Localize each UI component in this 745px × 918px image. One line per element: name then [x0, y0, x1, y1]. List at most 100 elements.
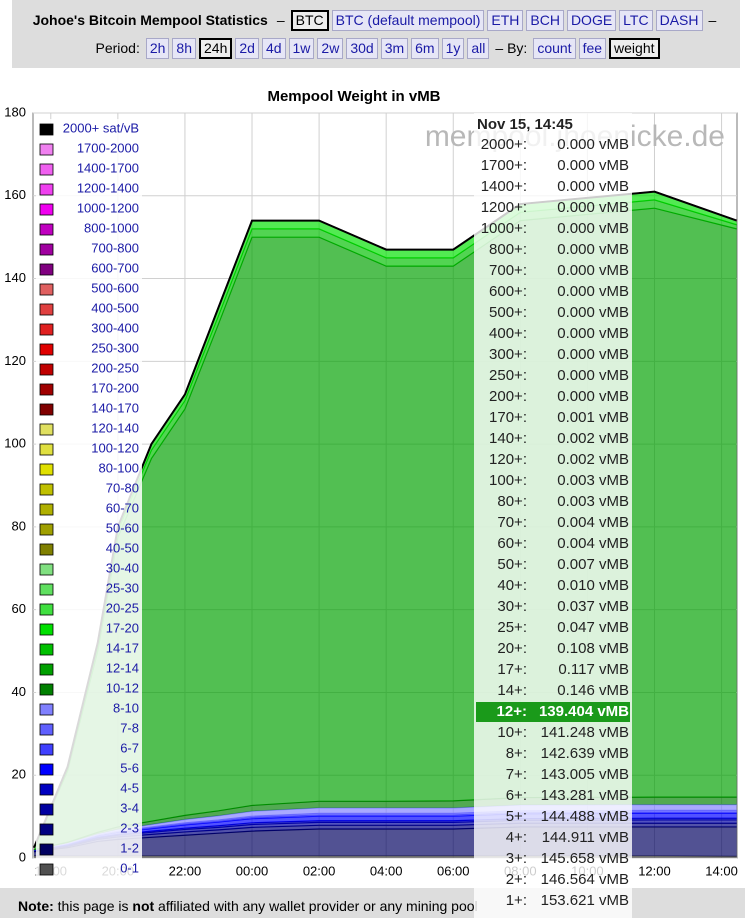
x-tick-label: 14:00 — [705, 863, 738, 878]
tooltip-box — [474, 113, 632, 918]
x-tick-label: 04:00 — [370, 863, 403, 878]
coins-button[interactable]: LTC — [619, 9, 653, 31]
tooltip-value: 143.005 vMB — [541, 766, 629, 783]
legend-label: 10-12 — [106, 680, 139, 695]
legend-swatch — [39, 383, 54, 396]
tooltip-label: 70+: — [497, 514, 527, 531]
coins-button[interactable]: BTC (default mempool) — [331, 9, 485, 31]
tooltip-value: 0.000 vMB — [557, 262, 629, 279]
tooltip-label: 4+: — [506, 829, 527, 846]
legend-label: 600-700 — [91, 260, 139, 275]
tooltip-label: 2+: — [506, 871, 527, 888]
periods-button[interactable]: 8h — [172, 37, 196, 59]
legend-label: 50-60 — [106, 520, 139, 535]
legend-swatch — [39, 143, 54, 156]
tooltip-value: 0.010 vMB — [557, 577, 629, 594]
tooltip-value: 0.000 vMB — [557, 157, 629, 174]
period-row: Period: 2h 8h 24h 2d 4d 1w 2w 30d 3m 6m 1y all – By: c… — [12, 37, 740, 59]
tooltip-value: 0.003 vMB — [557, 493, 629, 510]
legend-swatch — [39, 303, 54, 316]
legend-label: 40-50 — [106, 540, 139, 555]
legend-swatch — [39, 723, 54, 736]
x-tick-label: 22:00 — [169, 863, 202, 878]
tooltip-value: 0.000 vMB — [557, 367, 629, 384]
tooltip-value: 0.108 vMB — [557, 640, 629, 657]
periods-button[interactable]: 2d — [235, 37, 259, 59]
periods-button[interactable]: 4d — [261, 37, 286, 59]
tooltip-label: 30+: — [497, 598, 527, 615]
coins-button[interactable]: DASH — [655, 9, 703, 31]
legend-swatch — [39, 203, 54, 216]
legend-label: 800-1000 — [84, 220, 139, 235]
tooltip-value: 0.004 vMB — [557, 535, 629, 552]
tooltip-label: 14+: — [497, 682, 527, 699]
legend-label: 17-20 — [106, 620, 139, 635]
y-tick-label: 40 — [12, 684, 26, 699]
legend-label: 12-14 — [106, 660, 139, 675]
legend-label: 700-800 — [91, 240, 139, 255]
area — [34, 804, 737, 850]
legend-label: 20-25 — [106, 600, 139, 615]
tooltip-value: 0.002 vMB — [557, 430, 629, 447]
legend-label: 500-600 — [91, 280, 139, 295]
legend-swatch — [39, 803, 54, 816]
legend-label: 70-80 — [106, 480, 139, 495]
legend-label: 7-8 — [120, 720, 139, 735]
tooltip-label: 10+: — [497, 724, 527, 741]
tooltip-value: 142.639 vMB — [541, 745, 629, 762]
separator: – — [276, 12, 285, 28]
periods-button[interactable]: 2w — [317, 37, 344, 59]
tooltip-label: 1000+: — [481, 220, 527, 237]
tooltip-value: 0.000 vMB — [557, 388, 629, 405]
periods-button[interactable]: 6m — [411, 37, 439, 59]
legend-label: 1000-1200 — [77, 200, 139, 215]
periods-button[interactable]: 2h — [145, 37, 170, 59]
legend-label: 2-3 — [120, 820, 139, 835]
tooltip-label: 400+: — [489, 325, 527, 342]
legend-swatch — [39, 403, 54, 416]
periods-button[interactable]: 24h — [199, 37, 233, 59]
tooltip-value: 141.248 vMB — [541, 724, 629, 741]
legend-swatch — [39, 763, 54, 776]
tooltip-label: 170+: — [489, 409, 527, 426]
periods-button[interactable]: 1y — [441, 37, 465, 59]
header: Johoe's Bitcoin Mempool Statistics – BTC BT… — [12, 0, 740, 68]
tooltip-label: 5+: — [506, 808, 527, 825]
y-tick-label: 120 — [4, 353, 26, 368]
by-button[interactable]: count — [533, 37, 576, 59]
tooltip-value: 144.488 vMB — [541, 808, 629, 825]
area — [34, 823, 737, 852]
tooltip-label: 700+: — [489, 262, 527, 279]
legend-swatch — [39, 123, 54, 136]
tooltip-value: 0.000 vMB — [557, 199, 629, 216]
page-title: Johoe's Bitcoin Mempool Statistics — [32, 12, 268, 28]
coins-button[interactable]: ETH — [487, 9, 524, 31]
legend-swatch — [39, 823, 54, 836]
legend-swatch — [39, 183, 54, 196]
periods-button[interactable]: all — [467, 37, 490, 59]
coins-button[interactable]: DOGE — [566, 9, 617, 31]
legend-swatch — [39, 563, 54, 576]
legend-swatch — [39, 483, 54, 496]
legend-label: 400-500 — [91, 300, 139, 315]
periods-button[interactable]: 30d — [346, 37, 378, 59]
by-button[interactable]: fee — [578, 37, 607, 59]
legend-swatch — [39, 343, 54, 356]
legend-swatch — [39, 423, 54, 436]
legend-swatch — [39, 363, 54, 376]
legend-swatch — [39, 163, 54, 176]
tooltip-value: 0.004 vMB — [557, 514, 629, 531]
periods-button[interactable]: 3m — [380, 37, 409, 59]
legend-swatch — [39, 703, 54, 716]
periods-button[interactable]: 1w — [288, 37, 315, 59]
coins-button[interactable]: BCH — [526, 9, 564, 31]
y-tick-label: 140 — [4, 270, 26, 285]
x-tick-label: 00:00 — [236, 863, 269, 878]
by-button[interactable]: weight — [609, 37, 660, 59]
legend-label: 6-7 — [120, 740, 139, 755]
coins-button[interactable]: BTC — [290, 9, 329, 31]
legend-label: 120-140 — [91, 420, 139, 435]
tooltip-label: 3+: — [506, 850, 527, 867]
